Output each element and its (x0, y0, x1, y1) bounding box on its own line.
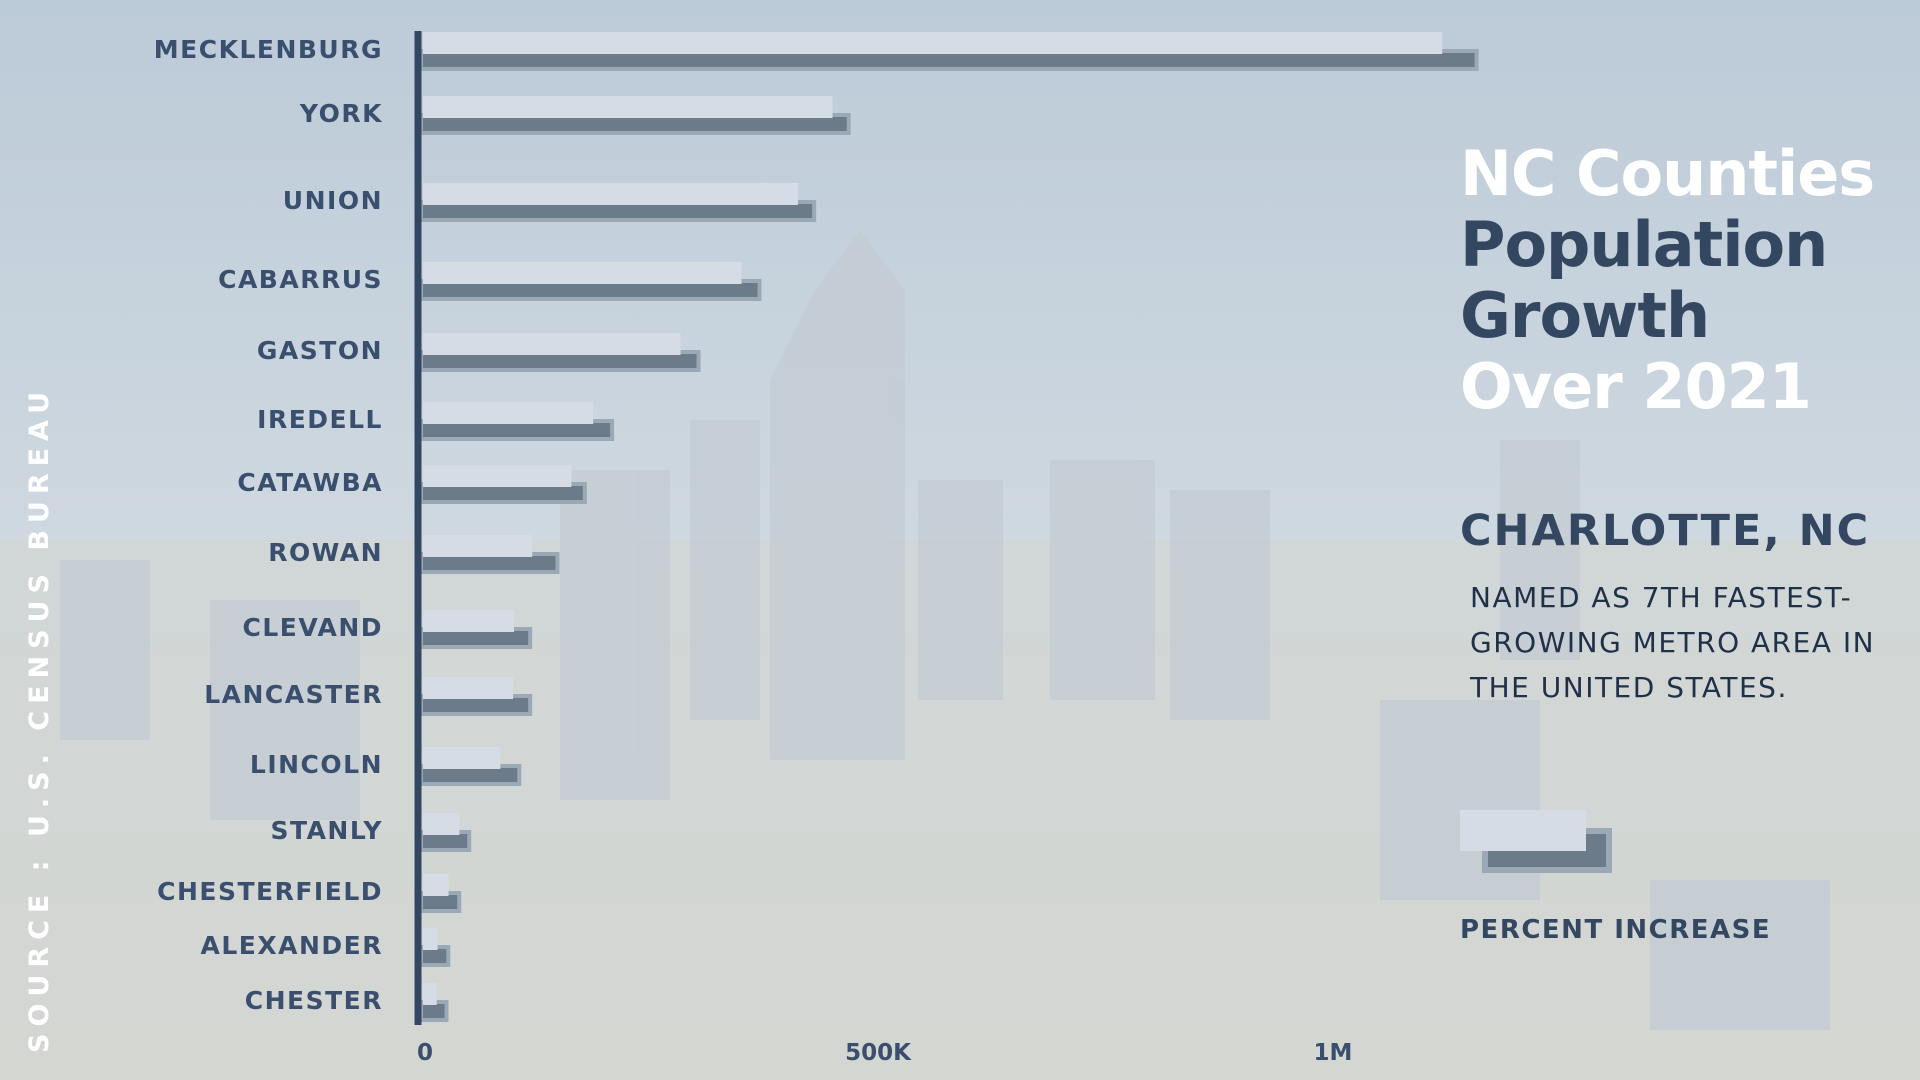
category-labels: MECKLENBURG YORK UNION CABARRUS GASTON IREDEL… (154, 35, 383, 1015)
bars-layer (419, 32, 1479, 1022)
bar-light-catawba (423, 465, 572, 487)
city-heading: CHARLOTTE, NC (1460, 506, 1871, 556)
bar-light-stanly (423, 813, 460, 835)
category-label-iredell: IREDELL (257, 405, 383, 434)
legend-swatch-light (1460, 810, 1586, 851)
category-label-catawba: CATAWBA (237, 468, 383, 497)
category-label-chester: CHESTER (245, 986, 383, 1015)
title-line-4: Over 2021 (1460, 350, 1812, 423)
city-description: NAMED AS 7TH FASTEST-GROWING METRO AREA … (1470, 581, 1876, 704)
bar-light-york (423, 96, 833, 118)
x-axis-ticks: 0 500K 1M (417, 1040, 1352, 1066)
category-label-cabarrus: CABARRUS (218, 265, 383, 294)
x-tick-label-2: 1M (1314, 1040, 1353, 1066)
bar-light-gaston (423, 333, 681, 355)
source-note: SOURCE : U.S. CENSUS BUREAU (24, 384, 55, 1053)
category-label-clevand: CLEVAND (242, 613, 383, 642)
bar-light-cabarrus (423, 262, 742, 284)
category-label-mecklenburg: MECKLENBURG (154, 35, 383, 64)
bar-light-rowan (423, 535, 533, 557)
bar-light-chester (423, 983, 437, 1005)
bar-light-union (423, 183, 798, 205)
category-label-rowan: ROWAN (268, 538, 383, 567)
bar-light-mecklenburg (423, 32, 1443, 54)
bar-light-chesterfield (423, 874, 449, 896)
title-line-2: Population (1460, 208, 1828, 281)
category-label-chesterfield: CHESTERFIELD (157, 877, 383, 906)
category-label-lancaster: LANCASTER (204, 680, 383, 709)
category-label-alexander: ALEXANDER (201, 931, 383, 960)
bar-light-lancaster (423, 677, 514, 699)
category-label-union: UNION (283, 186, 383, 215)
bar-light-clevand (423, 610, 514, 632)
bar-light-alexander (423, 928, 438, 950)
title-line-1: NC Counties (1460, 137, 1875, 210)
title-line-3: Growth (1460, 279, 1710, 352)
category-label-lincoln: LINCOLN (250, 750, 383, 779)
chart-title: NC Counties Population Growth Over 2021 (1460, 138, 1920, 422)
x-tick-label-1: 500K (845, 1040, 912, 1066)
legend-label: PERCENT INCREASE (1460, 915, 1772, 945)
category-label-york: YORK (299, 99, 383, 128)
bar-light-iredell (423, 402, 594, 424)
category-label-stanly: STANLY (270, 816, 383, 845)
category-label-gaston: GASTON (257, 336, 383, 365)
bar-light-lincoln (423, 747, 501, 769)
x-tick-label-0: 0 (417, 1040, 433, 1066)
